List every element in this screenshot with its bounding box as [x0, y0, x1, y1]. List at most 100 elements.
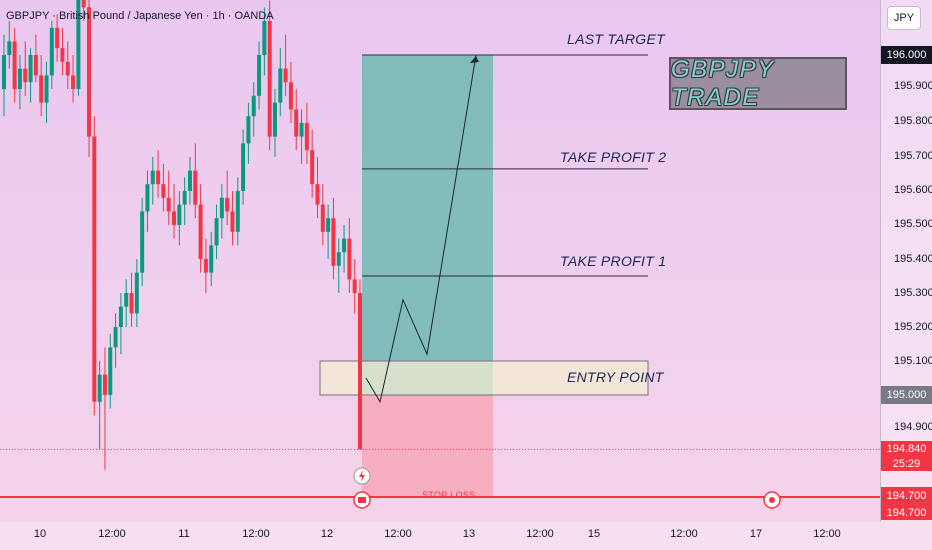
time-tick: 10 [33, 528, 47, 540]
candle-body [49, 27, 54, 76]
candle-body [257, 55, 262, 96]
candle-body [219, 197, 224, 219]
candle-body [166, 197, 171, 212]
candle-body [81, 0, 86, 8]
candle-body [134, 272, 139, 314]
candle-body [209, 245, 214, 273]
candle-body [352, 279, 357, 293]
candle-body [304, 123, 309, 151]
price-tick: 194.900 [894, 421, 932, 433]
chart-area[interactable] [0, 0, 880, 522]
candle-body [140, 211, 145, 273]
last-target-label: LAST TARGET [567, 31, 665, 47]
candle-body [44, 75, 49, 103]
entry-price-tag: 195.000 [881, 386, 932, 404]
candle-body [342, 238, 347, 253]
last-target-price-tag: 196.000 [881, 46, 932, 64]
price-tick: 195.400 [894, 253, 932, 265]
candle-body [65, 61, 70, 76]
candle-body [60, 48, 65, 62]
price-tick: 195.800 [894, 115, 932, 127]
current-price-tag: 194.840 [881, 441, 932, 457]
currency-button[interactable]: JPY [887, 6, 921, 30]
price-chart [0, 0, 880, 509]
candle-body [326, 218, 331, 232]
price-tick: 195.300 [894, 287, 932, 299]
take-profit-2-label: TAKE PROFIT 2 [560, 149, 667, 165]
lightning-icon [359, 470, 365, 482]
stop-zone [362, 395, 493, 497]
time-tick: 13 [462, 528, 476, 540]
candle-body [310, 150, 315, 185]
candle-body [246, 116, 251, 144]
candle-body [241, 143, 246, 191]
time-tick: 15 [587, 528, 601, 540]
price-tick: 195.100 [894, 355, 932, 367]
price-tick: 195.900 [894, 80, 932, 92]
candle-body [28, 55, 33, 83]
stop-loss-label: STOP LOSS [422, 490, 476, 500]
candle-body [102, 374, 107, 395]
stop-loss-price-tag: 194.700 [881, 487, 932, 505]
projected-path [365, 54, 477, 404]
price-tick: 195.600 [894, 184, 932, 196]
candle-body [331, 218, 336, 266]
take-profit-1-label: TAKE PROFIT 1 [560, 253, 667, 269]
entry-point-label: ENTRY POINT [567, 369, 664, 385]
candle-body [33, 55, 38, 76]
candle-body [76, 0, 81, 89]
trade-label-text: GBPJPY TRADE [671, 55, 775, 111]
candle-body [283, 68, 288, 83]
candle-body [251, 95, 256, 117]
candle-body [299, 123, 304, 137]
candle-body [118, 306, 123, 327]
candle-body [288, 82, 293, 110]
candle-body [150, 170, 155, 185]
candle-body [198, 204, 203, 259]
candle-body [124, 293, 129, 307]
candle-body [358, 293, 362, 450]
candle-body [182, 191, 187, 205]
trade-label-box: GBPJPY TRADE [669, 55, 847, 111]
price-tick: 195.200 [894, 321, 932, 333]
price-axis[interactable] [880, 0, 932, 522]
time-axis[interactable] [0, 522, 932, 550]
candle-body [129, 293, 134, 314]
candle-body [7, 41, 12, 55]
candle-body [23, 68, 28, 83]
candle-body [87, 7, 92, 137]
candle-body [145, 184, 150, 212]
entry-zone-box [319, 360, 649, 396]
candle-body [193, 170, 198, 205]
candle-body [347, 238, 352, 280]
time-tick: 12 [320, 528, 334, 540]
flag-icon [358, 497, 366, 503]
candle-body [320, 204, 325, 232]
candle-body [17, 68, 22, 89]
time-tick: 12:00 [98, 528, 126, 540]
candle-body [156, 170, 161, 185]
candle-body [39, 75, 44, 103]
candle-body [278, 68, 283, 103]
candle-body [262, 21, 267, 55]
time-tick: 12:00 [384, 528, 412, 540]
stop-loss-price-tag-2: 194.700 [881, 505, 932, 520]
price-tick: 195.700 [894, 150, 932, 162]
candle-body [187, 170, 192, 191]
time-tick: 12:00 [813, 528, 841, 540]
candle-body [235, 191, 240, 232]
candle-body [225, 197, 230, 212]
candle-body [214, 218, 219, 246]
candle-body [71, 75, 76, 89]
price-tick: 195.500 [894, 218, 932, 230]
candle-body [230, 211, 235, 232]
candle-body [108, 347, 113, 395]
symbol-title[interactable]: GBPJPY · British Pound / Japanese Yen · … [6, 10, 274, 22]
time-tick: 12:00 [242, 528, 270, 540]
candle-body [113, 327, 118, 348]
time-tick: 12:00 [670, 528, 698, 540]
candle-body [315, 184, 320, 205]
candle-body [203, 259, 208, 273]
event-dot-icon [769, 497, 775, 503]
time-tick: 11 [178, 528, 190, 540]
